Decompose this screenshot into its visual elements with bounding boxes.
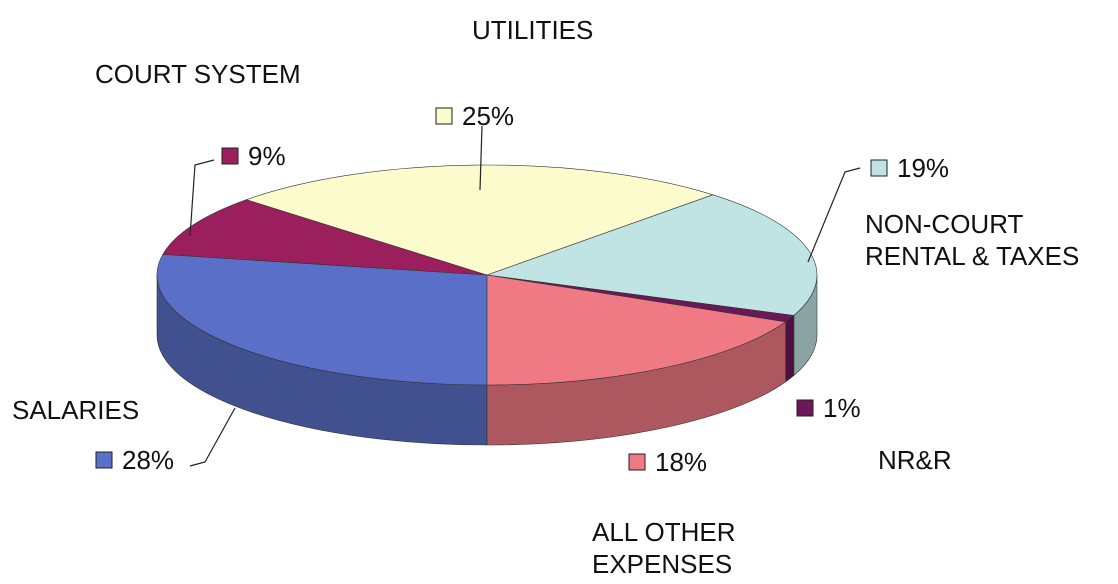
category-label: SALARIES <box>12 395 140 425</box>
leader-line <box>479 125 483 191</box>
value-label: 25% <box>462 101 515 131</box>
category-label: COURT SYSTEM <box>95 59 301 89</box>
pie-slice <box>162 199 488 276</box>
legend-swatch <box>95 451 113 469</box>
leader-line <box>189 159 215 237</box>
pie-slice <box>245 164 714 276</box>
category-label: NR&R <box>878 445 952 475</box>
pie-slice <box>486 194 818 316</box>
value-label: 19% <box>897 153 950 183</box>
category-label: UTILITIES <box>472 15 594 45</box>
legend-swatch <box>796 399 814 417</box>
value-label: 1% <box>823 393 861 423</box>
category-label: NON-COURT RENTAL & TAXES <box>865 209 1080 271</box>
leader-line <box>807 167 861 263</box>
legend-swatch <box>870 159 888 177</box>
pie-slice <box>486 274 787 386</box>
value-label: 18% <box>655 447 708 477</box>
pie-side <box>785 314 795 383</box>
legend-swatch <box>435 107 453 125</box>
value-label: 9% <box>248 141 286 171</box>
value-label: 28% <box>122 445 175 475</box>
legend-swatch <box>628 453 646 471</box>
category-label: ALL OTHER EXPENSES <box>592 517 736 579</box>
legend-swatch <box>221 147 239 165</box>
leader-line <box>189 407 236 467</box>
pie-slice <box>156 254 488 386</box>
